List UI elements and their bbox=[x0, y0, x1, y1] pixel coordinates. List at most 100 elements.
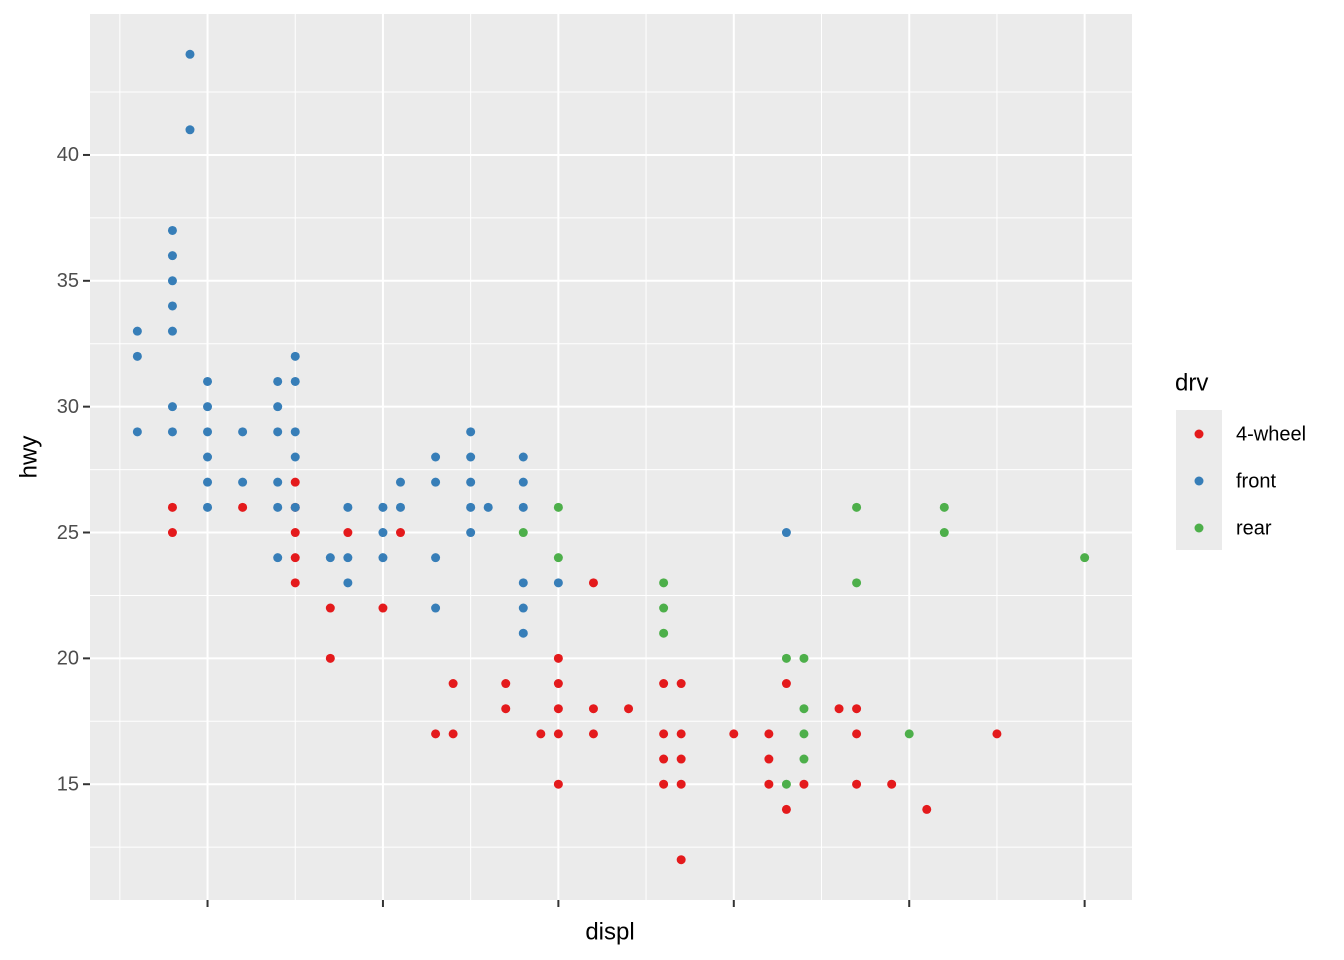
point bbox=[378, 603, 388, 613]
point bbox=[167, 301, 177, 311]
y-axis-title: hwy bbox=[15, 436, 42, 479]
point bbox=[676, 679, 686, 689]
legend-label: front bbox=[1236, 470, 1276, 492]
point bbox=[553, 578, 563, 588]
point bbox=[448, 729, 458, 739]
legend-label: rear bbox=[1236, 517, 1272, 539]
legend-key bbox=[1194, 523, 1204, 533]
point bbox=[238, 427, 248, 437]
point bbox=[781, 653, 791, 663]
point bbox=[1080, 553, 1090, 563]
point bbox=[501, 704, 511, 714]
point bbox=[290, 528, 300, 538]
point bbox=[167, 502, 177, 512]
point bbox=[132, 326, 142, 336]
point bbox=[273, 477, 283, 487]
point bbox=[325, 553, 335, 563]
point bbox=[203, 427, 213, 437]
point bbox=[203, 376, 213, 386]
point bbox=[939, 528, 949, 538]
point bbox=[518, 578, 528, 588]
point bbox=[378, 502, 388, 512]
point bbox=[290, 553, 300, 563]
point bbox=[466, 528, 476, 538]
point bbox=[659, 578, 669, 588]
point bbox=[132, 427, 142, 437]
point bbox=[852, 779, 862, 789]
point bbox=[343, 578, 353, 588]
point bbox=[852, 502, 862, 512]
point bbox=[395, 477, 405, 487]
point bbox=[781, 804, 791, 814]
point bbox=[167, 427, 177, 437]
point bbox=[466, 477, 476, 487]
point bbox=[659, 779, 669, 789]
point bbox=[501, 679, 511, 689]
point bbox=[764, 729, 774, 739]
point bbox=[203, 502, 213, 512]
legend-title: drv bbox=[1175, 369, 1208, 396]
point bbox=[922, 804, 932, 814]
point bbox=[273, 553, 283, 563]
point bbox=[992, 729, 1002, 739]
point bbox=[466, 452, 476, 462]
point bbox=[290, 502, 300, 512]
point bbox=[448, 679, 458, 689]
point bbox=[431, 452, 441, 462]
point bbox=[781, 679, 791, 689]
point bbox=[799, 653, 809, 663]
point bbox=[588, 704, 598, 714]
point bbox=[290, 376, 300, 386]
point bbox=[185, 49, 195, 59]
point bbox=[553, 553, 563, 563]
point bbox=[273, 427, 283, 437]
point bbox=[588, 578, 598, 588]
point bbox=[781, 528, 791, 538]
point bbox=[518, 628, 528, 638]
point bbox=[553, 729, 563, 739]
point bbox=[518, 603, 528, 613]
point bbox=[659, 679, 669, 689]
point bbox=[167, 225, 177, 235]
x-axis-title: displ bbox=[585, 918, 634, 945]
point bbox=[553, 679, 563, 689]
point bbox=[238, 477, 248, 487]
point bbox=[167, 326, 177, 336]
point bbox=[536, 729, 546, 739]
point bbox=[431, 603, 441, 613]
point bbox=[343, 502, 353, 512]
point bbox=[483, 502, 493, 512]
y-tick-label: 25 bbox=[57, 522, 79, 544]
point bbox=[799, 754, 809, 764]
point bbox=[676, 779, 686, 789]
point bbox=[834, 704, 844, 714]
point bbox=[185, 125, 195, 135]
point bbox=[290, 351, 300, 361]
y-tick-label: 20 bbox=[57, 648, 79, 670]
point bbox=[290, 452, 300, 462]
point bbox=[659, 628, 669, 638]
point bbox=[466, 502, 476, 512]
legend-label: 4-wheel bbox=[1236, 423, 1306, 445]
point bbox=[466, 427, 476, 437]
y-tick-label: 15 bbox=[57, 773, 79, 795]
point bbox=[132, 351, 142, 361]
point bbox=[659, 603, 669, 613]
point bbox=[290, 427, 300, 437]
point bbox=[378, 528, 388, 538]
y-tick-label: 30 bbox=[57, 396, 79, 418]
point bbox=[553, 779, 563, 789]
point bbox=[273, 376, 283, 386]
point bbox=[799, 729, 809, 739]
point bbox=[518, 502, 528, 512]
point bbox=[799, 779, 809, 789]
point bbox=[904, 729, 914, 739]
point bbox=[518, 528, 528, 538]
point bbox=[325, 603, 335, 613]
point bbox=[553, 653, 563, 663]
point bbox=[325, 653, 335, 663]
point bbox=[238, 502, 248, 512]
point bbox=[588, 729, 598, 739]
point bbox=[167, 528, 177, 538]
point bbox=[659, 754, 669, 764]
